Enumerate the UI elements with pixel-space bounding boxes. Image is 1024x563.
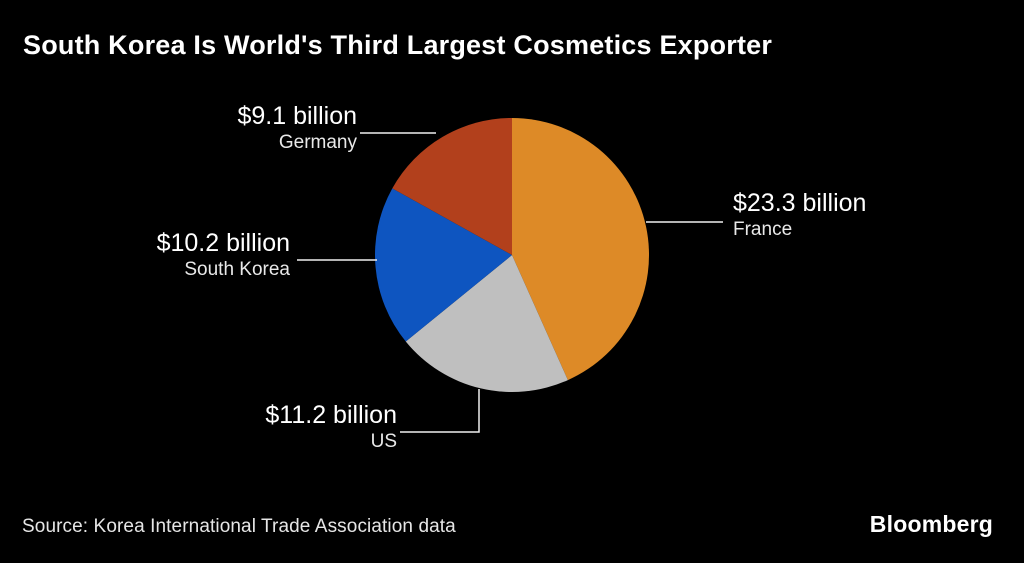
pie-slice-germany [392,118,512,255]
label-us-name: US [370,431,397,452]
pie-slices [374,117,650,393]
label-france-name: France [733,219,793,240]
label-germany: $9.1 billion Germany [237,101,357,155]
pie-slice-france [512,117,650,381]
label-france-value: $23.3 billion [733,189,867,217]
callout-line-us [400,389,480,433]
label-south-korea-value: $10.2 billion [156,229,290,257]
label-south-korea: $10.2 billion South Korea [157,228,290,282]
label-germany-name: Germany [278,132,357,153]
label-germany-value: $9.1 billion [237,102,357,130]
pie-slice-south-korea [374,188,512,342]
bloomberg-logo: Bloomberg [869,511,993,537]
chart-title: South Korea Is World's Third Largest Cos… [23,30,773,60]
label-us-value: $11.2 billion [265,401,397,429]
label-south-korea-name: South Korea [184,259,290,280]
source-note: Source: Korea International Trade Associ… [22,516,456,537]
label-france: $23.3 billion France [733,188,866,242]
pie-slice-us [405,255,568,393]
label-us: $11.2 billion US [265,400,397,454]
